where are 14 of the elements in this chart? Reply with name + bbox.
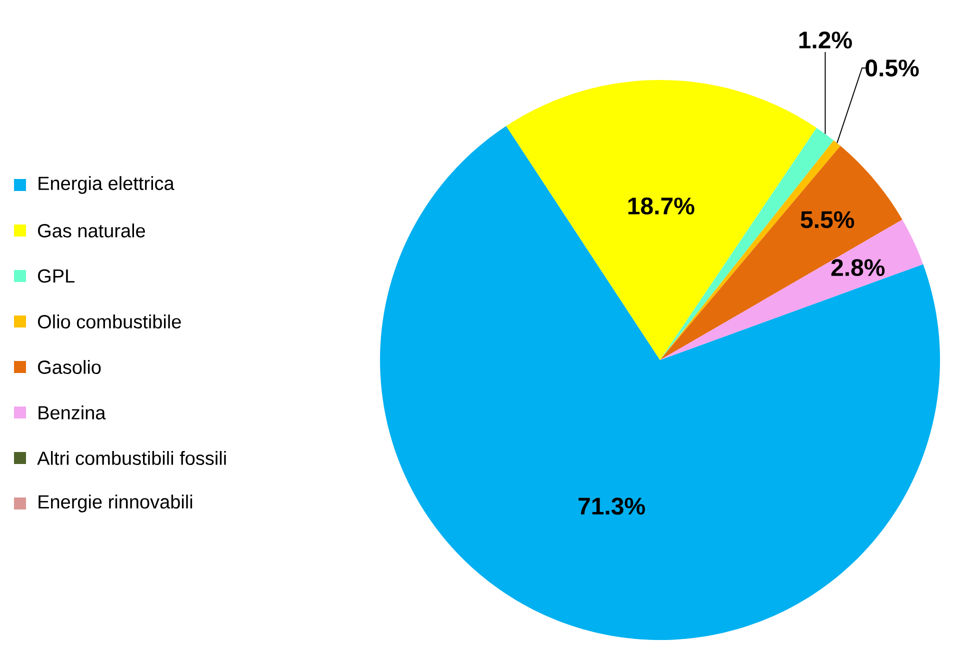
data-label: 71.3% (578, 498, 645, 515)
legend-label: Gasolio (38, 360, 101, 374)
legend-label: Altri combustibili fossili (37, 451, 226, 465)
legend-label: Energia elettrica (38, 176, 174, 194)
legend-label: Gas naturale (38, 224, 145, 238)
legend-label: Energie rinnovabili (38, 494, 192, 512)
data-label: 2.8% (831, 259, 885, 276)
data-label: 0.5% (866, 60, 919, 76)
data-label: 1.2% (799, 32, 852, 48)
data-label: 18.7% (628, 198, 694, 214)
data-label: 5.5% (800, 211, 854, 228)
legend-label: GPL (38, 269, 74, 283)
legend-label: Olio combustibile (38, 314, 181, 328)
legend-label: Benzina (38, 406, 106, 420)
